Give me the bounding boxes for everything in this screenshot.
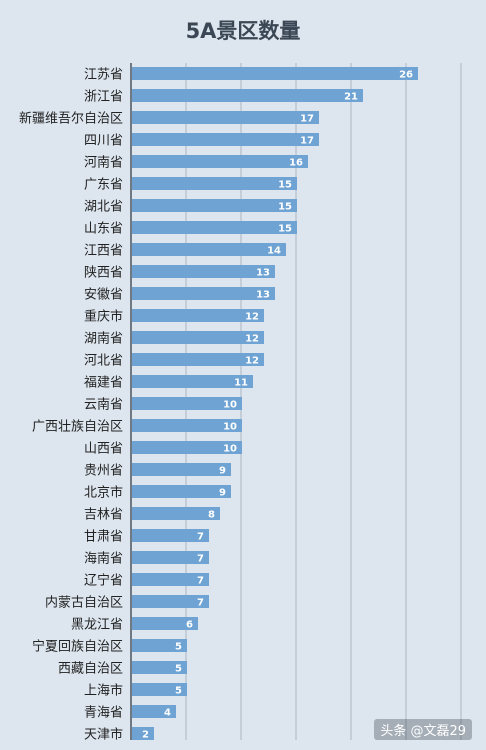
data-label: 13 [256, 268, 270, 279]
category-label: 广东省 [84, 178, 123, 193]
category-label: 海南省 [84, 551, 123, 567]
data-label: 17 [300, 136, 314, 147]
category-label: 江西省 [84, 244, 123, 259]
data-label: 6 [186, 620, 193, 631]
data-label: 17 [300, 114, 314, 125]
category-label: 安徽省 [84, 288, 123, 303]
category-label: 四川省 [84, 134, 123, 149]
bar [132, 397, 242, 410]
category-label: 湖南省 [84, 331, 123, 347]
bar [132, 617, 198, 630]
data-label: 15 [278, 224, 292, 235]
category-label: 福建省 [84, 376, 123, 391]
data-label: 8 [208, 510, 215, 521]
category-label: 上海市 [84, 683, 123, 699]
category-label: 云南省 [84, 397, 123, 413]
category-label: 河北省 [84, 354, 123, 369]
category-label: 山西省 [84, 442, 123, 457]
data-label: 15 [278, 202, 292, 213]
category-label: 内蒙古自治区 [45, 595, 123, 611]
category-label: 辽宁省 [84, 573, 123, 589]
category-label: 西藏自治区 [58, 662, 123, 677]
data-label: 5 [175, 664, 182, 675]
data-label: 12 [245, 334, 259, 345]
data-label: 10 [223, 422, 237, 433]
bar [132, 67, 418, 80]
category-label: 甘肃省 [84, 530, 123, 545]
category-label: 青海省 [84, 706, 123, 721]
category-label: 山东省 [84, 222, 123, 237]
bar [132, 661, 187, 674]
data-label: 15 [278, 180, 292, 191]
bar [132, 727, 154, 740]
bar [132, 573, 209, 586]
bar [132, 639, 187, 652]
bar [132, 243, 286, 256]
bar [132, 89, 363, 102]
category-label: 浙江省 [84, 90, 123, 105]
bar [132, 353, 264, 366]
data-label: 21 [344, 92, 358, 103]
category-label: 北京市 [84, 485, 123, 501]
category-label: 江苏省 [84, 67, 123, 83]
data-label: 11 [234, 378, 248, 389]
data-label: 12 [245, 312, 259, 323]
category-label: 吉林省 [84, 508, 123, 523]
bar [132, 111, 319, 124]
bar [132, 133, 319, 146]
bar [132, 155, 308, 168]
data-label: 26 [399, 70, 413, 81]
data-label: 7 [197, 598, 204, 609]
bar [132, 705, 176, 718]
data-label: 5 [175, 686, 182, 697]
data-label: 12 [245, 356, 259, 367]
bar [132, 177, 297, 190]
bar [132, 309, 264, 322]
data-label: 10 [223, 400, 237, 411]
bar [132, 221, 297, 234]
bar [132, 265, 275, 278]
data-label: 9 [219, 488, 226, 499]
category-label: 重庆市 [84, 309, 123, 325]
bar [132, 529, 209, 542]
category-label: 黑龙江省 [71, 618, 123, 633]
category-label: 广西壮族自治区 [32, 419, 123, 435]
bar [132, 485, 231, 498]
data-label: 9 [219, 466, 226, 477]
data-label: 5 [175, 642, 182, 653]
chart-title: 5A景区数量 [186, 19, 301, 43]
data-label: 7 [197, 576, 204, 587]
category-label: 陕西省 [84, 266, 123, 281]
category-label: 新疆维吾尔自治区 [19, 111, 123, 127]
bar [132, 441, 242, 454]
data-label: 4 [164, 708, 171, 719]
data-label: 14 [267, 246, 281, 257]
bar [132, 419, 242, 432]
category-label: 天津市 [84, 727, 123, 743]
data-label: 16 [289, 158, 303, 169]
bar [132, 199, 297, 212]
bar [132, 551, 209, 564]
data-label: 7 [197, 554, 204, 565]
category-label: 贵州省 [84, 464, 123, 479]
category-label: 河南省 [84, 155, 123, 171]
bar [132, 683, 187, 696]
bar [132, 507, 220, 520]
bar [132, 463, 231, 476]
bar [132, 375, 253, 388]
category-label: 宁夏回族自治区 [32, 639, 123, 655]
data-label: 13 [256, 290, 270, 301]
bar [132, 331, 264, 344]
data-label: 10 [223, 444, 237, 455]
category-label: 湖北省 [84, 200, 123, 215]
data-label: 7 [197, 532, 204, 543]
bar [132, 595, 209, 608]
data-label: 2 [142, 730, 149, 741]
bar [132, 287, 275, 300]
watermark: 头条 @文磊29 [374, 719, 472, 740]
gridlines [130, 63, 462, 740]
